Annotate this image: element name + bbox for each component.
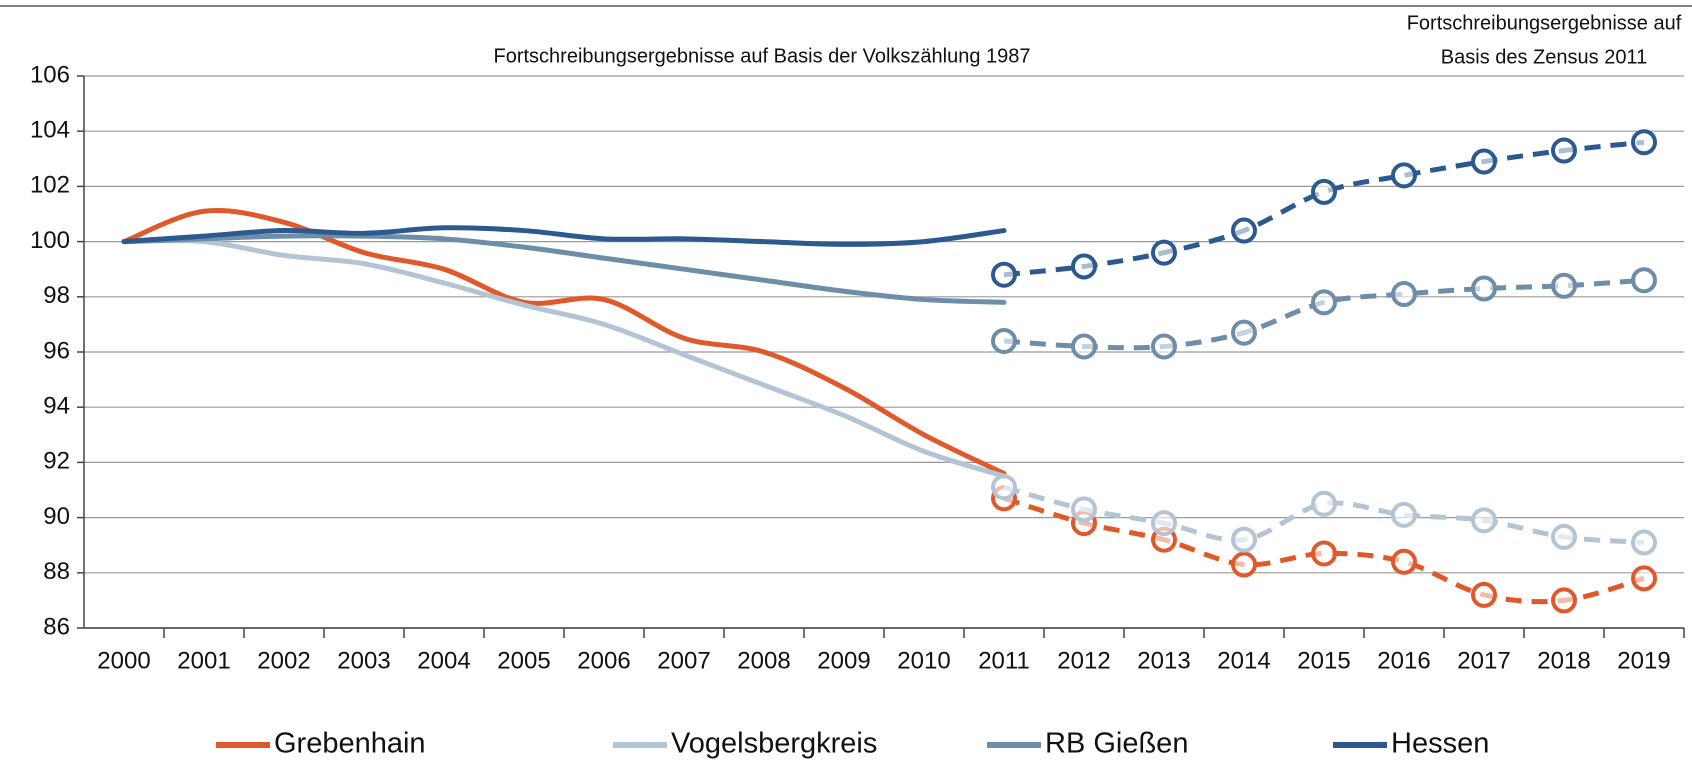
x-tick-label: 2006: [577, 647, 630, 674]
x-tick-label: 2000: [97, 647, 150, 674]
line-dashed: [1003, 495, 1645, 605]
marker: [1231, 319, 1257, 346]
marker: [991, 474, 1017, 501]
marker: [1551, 137, 1577, 164]
marker: [1631, 529, 1657, 556]
marker: [1311, 490, 1337, 517]
x-tick-label: 2012: [1057, 647, 1110, 674]
y-tick-label: 106: [30, 61, 70, 88]
marker: [1391, 548, 1417, 575]
marker: [991, 261, 1017, 288]
marker: [1311, 178, 1337, 205]
y-tick-label: 92: [43, 448, 70, 475]
y-tick-label: 86: [43, 613, 70, 640]
marker: [1151, 239, 1177, 266]
x-tick-label: 2014: [1217, 647, 1270, 674]
x-tick-label: 2008: [737, 647, 790, 674]
x-tick-label: 2002: [257, 647, 310, 674]
x-tick-label: 2009: [817, 647, 870, 674]
y-tick-label: 94: [43, 393, 70, 420]
marker: [1391, 162, 1417, 189]
marker: [1551, 523, 1577, 550]
line-solid: [121, 207, 1007, 476]
x-tick-label: 2010: [897, 647, 950, 674]
legend-label: Grebenhain: [274, 728, 426, 760]
x-tick-label: 2011: [978, 647, 1030, 674]
x-tick-label: 2005: [497, 647, 550, 674]
x-tick-label: 2015: [1297, 647, 1350, 674]
legend-label: Hessen: [1391, 728, 1489, 760]
marker: [1151, 510, 1177, 537]
line-solid: [121, 238, 1007, 479]
x-tick-label: 2007: [657, 647, 710, 674]
x-tick-label: 2003: [337, 647, 390, 674]
line-solid: [121, 225, 1007, 247]
x-tick-label: 2004: [417, 647, 470, 674]
marker: [991, 327, 1017, 354]
marker: [1391, 281, 1417, 308]
marker: [1471, 148, 1497, 175]
x-tick-label: 2016: [1377, 647, 1430, 674]
marker: [1471, 507, 1497, 534]
marker: [1631, 267, 1657, 294]
x-tick-label: 2018: [1537, 647, 1590, 674]
marker: [1311, 289, 1337, 316]
annotation: Fortschreibungsergebnisse auf Basis der …: [494, 45, 1031, 67]
marker: [1071, 253, 1097, 280]
y-tick-label: 96: [43, 337, 70, 364]
y-tick-label: 100: [30, 227, 70, 254]
x-tick-label: 2019: [1617, 647, 1670, 674]
legend-label: RB Gießen: [1045, 728, 1188, 760]
line-dashed: [1003, 484, 1645, 545]
annotation: Fortschreibungsergebnisse auf: [1407, 12, 1682, 34]
marker: [1071, 496, 1097, 523]
marker: [1631, 565, 1657, 592]
y-tick-label: 98: [43, 282, 70, 309]
marker: [1551, 272, 1577, 299]
marker: [1391, 501, 1417, 528]
y-tick-label: 88: [43, 558, 70, 585]
marker: [1471, 581, 1497, 608]
marker: [1151, 333, 1177, 360]
marker: [1471, 275, 1497, 302]
marker: [1311, 540, 1337, 567]
y-tick-label: 90: [43, 503, 70, 530]
marker: [1631, 129, 1657, 156]
marker: [1071, 333, 1097, 360]
marker: [1231, 551, 1257, 578]
annotation: Basis des Zensus 2011: [1441, 46, 1647, 68]
marker: [1551, 587, 1577, 614]
marker: [1231, 217, 1257, 244]
y-tick-label: 102: [30, 172, 70, 199]
x-tick-label: 2013: [1137, 647, 1190, 674]
legend-label: Vogelsbergkreis: [671, 728, 877, 760]
line-dashed: [1003, 139, 1645, 278]
line-solid: [121, 233, 1007, 305]
x-tick-label: 2017: [1457, 647, 1510, 674]
y-tick-label: 104: [30, 117, 70, 144]
marker: [1231, 526, 1257, 553]
x-tick-label: 2001: [177, 647, 230, 674]
